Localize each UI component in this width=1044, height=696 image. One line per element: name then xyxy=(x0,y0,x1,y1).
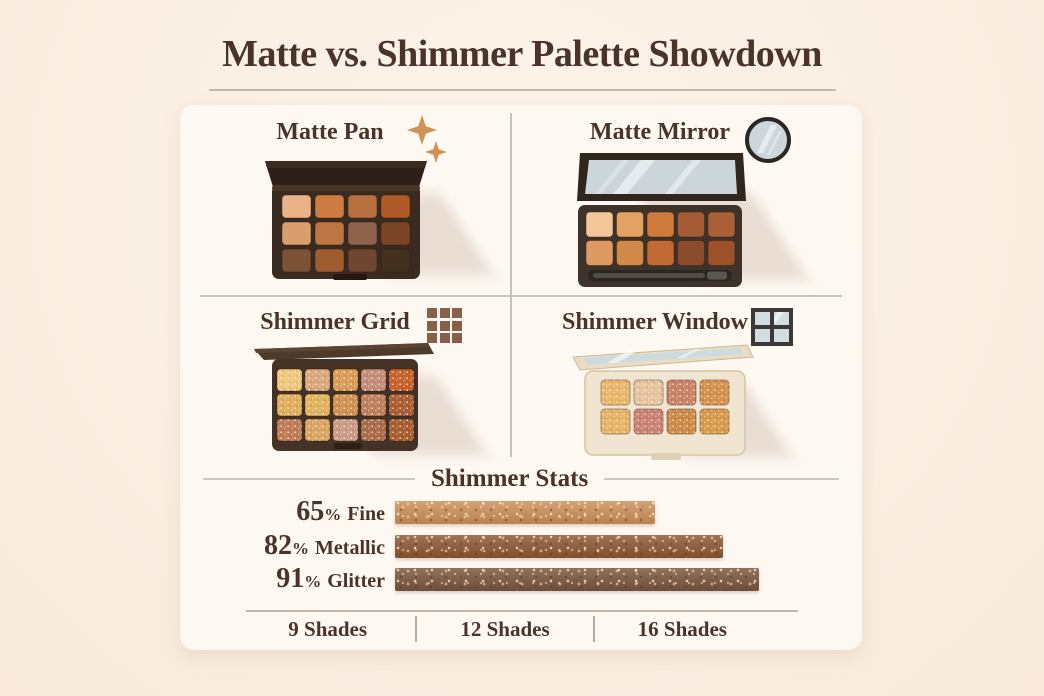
stat-label-fine: 65% Fine xyxy=(240,496,395,528)
mirror-glass xyxy=(584,348,743,365)
stat-category: Metallic xyxy=(315,537,385,559)
mirror-glass xyxy=(585,160,737,194)
quadrant-label-shimmer-window: Shimmer Window xyxy=(561,309,749,335)
shimmer-grid-swatch-grid xyxy=(276,368,415,442)
footer-separator xyxy=(415,616,418,642)
quadrant-label-shimmer-grid: Shimmer Grid xyxy=(260,309,410,335)
footer-rule xyxy=(246,610,798,612)
stat-bar-metallic xyxy=(395,534,723,558)
shimmer-window-palette-illustration xyxy=(572,344,754,460)
title-underline xyxy=(209,89,836,91)
stat-bar-fine xyxy=(395,500,655,524)
quadrant-vertical-divider xyxy=(510,113,512,457)
stats-title: Shimmer Stats xyxy=(431,465,589,492)
shimmer-window-swatch-grid xyxy=(600,379,730,435)
sparkle-icon xyxy=(407,115,447,163)
page-title: Matte vs. Shimmer Palette Showdown xyxy=(222,33,822,75)
brush-handle xyxy=(707,271,727,280)
shade-count-3: 16 Shades xyxy=(637,616,727,641)
stat-row-metallic: 82% Metallic xyxy=(240,530,723,562)
stat-bar-glitter xyxy=(395,567,759,591)
stat-value: 82 xyxy=(264,530,293,561)
palette-clasp xyxy=(333,274,367,280)
shimmer-grid-palette-illustration xyxy=(254,343,434,451)
stat-row-glitter: 91% Glitter xyxy=(240,563,759,595)
palette-clasp xyxy=(651,453,681,460)
quadrant-label-matte-mirror: Matte Mirror xyxy=(589,119,731,145)
quadrant-label-matte-pan: Matte Pan xyxy=(276,119,384,145)
stat-label-glitter: 91% Glitter xyxy=(240,563,395,595)
stat-category: Glitter xyxy=(327,570,385,592)
stat-label-metallic: 82% Metallic xyxy=(240,530,395,562)
stat-category: Fine xyxy=(347,503,385,525)
mirror-icon xyxy=(745,117,791,163)
shade-count-2: 12 Shades xyxy=(460,616,550,641)
brush xyxy=(593,273,705,278)
stat-unit: % xyxy=(292,539,310,558)
stat-unit: % xyxy=(324,505,342,524)
window-icon xyxy=(751,308,793,346)
matte-pan-swatch-grid xyxy=(281,194,411,273)
matte-pan-palette-illustration xyxy=(265,161,427,280)
stat-value: 91 xyxy=(276,563,305,594)
main-card: Matte Pan Matte Mirror xyxy=(180,105,862,650)
grid-icon xyxy=(427,308,462,343)
stat-value: 65 xyxy=(296,496,325,527)
quadrant-horizontal-divider xyxy=(200,295,842,297)
stats-header: Shimmer Stats xyxy=(203,465,839,493)
shade-count-1: 9 Shades xyxy=(288,616,368,641)
footer-separator xyxy=(592,616,595,642)
matte-mirror-swatch-grid xyxy=(585,211,736,266)
palette-clasp xyxy=(334,443,362,449)
stats-rule-right xyxy=(604,478,839,480)
matte-mirror-palette-illustration xyxy=(577,153,746,287)
stat-row-fine: 65% Fine xyxy=(240,496,655,528)
stats-rule-left xyxy=(203,478,415,480)
footer-shade-counts: 9 Shades 12 Shades 16 Shades xyxy=(240,616,770,642)
stat-unit: % xyxy=(304,572,322,591)
